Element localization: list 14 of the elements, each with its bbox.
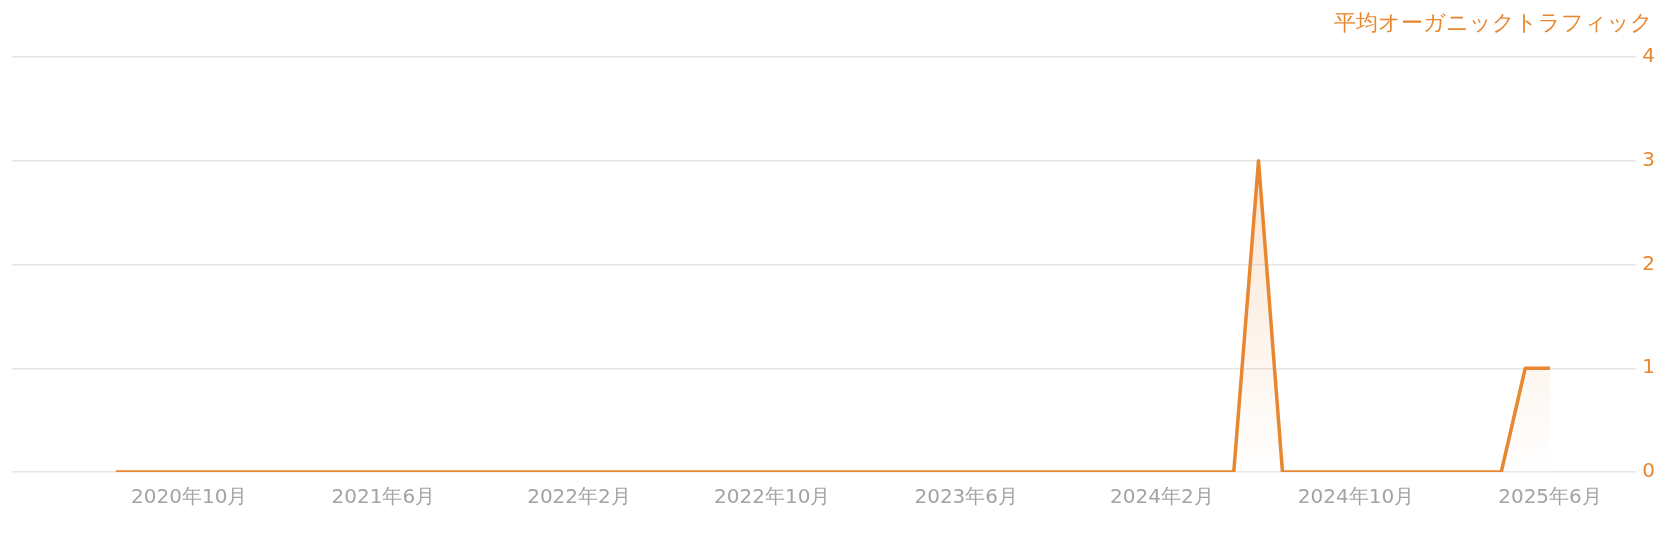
x-tick-label: 2025年6月 <box>1498 484 1602 509</box>
x-tick-label: 2022年10月 <box>714 484 831 509</box>
y-tick-label: 1 <box>1642 354 1655 379</box>
x-tick-label: 2024年10月 <box>1297 484 1415 509</box>
x-tick-label: 2020年10月 <box>131 484 248 509</box>
x-tick-label: 2024年2月 <box>1110 484 1214 509</box>
x-tick-label: 2023年6月 <box>914 484 1019 509</box>
y-tick-label: 4 <box>1642 43 1655 68</box>
y-tick-label: 0 <box>1642 458 1655 483</box>
x-tick-label: 2021年6月 <box>331 484 436 509</box>
y-axis-title: 平均オーガニックトラフィック <box>1334 9 1653 35</box>
x-tick-label: 2022年2月 <box>527 484 631 509</box>
y-tick-label: 2 <box>1642 250 1655 275</box>
y-tick-label: 3 <box>1642 146 1655 171</box>
